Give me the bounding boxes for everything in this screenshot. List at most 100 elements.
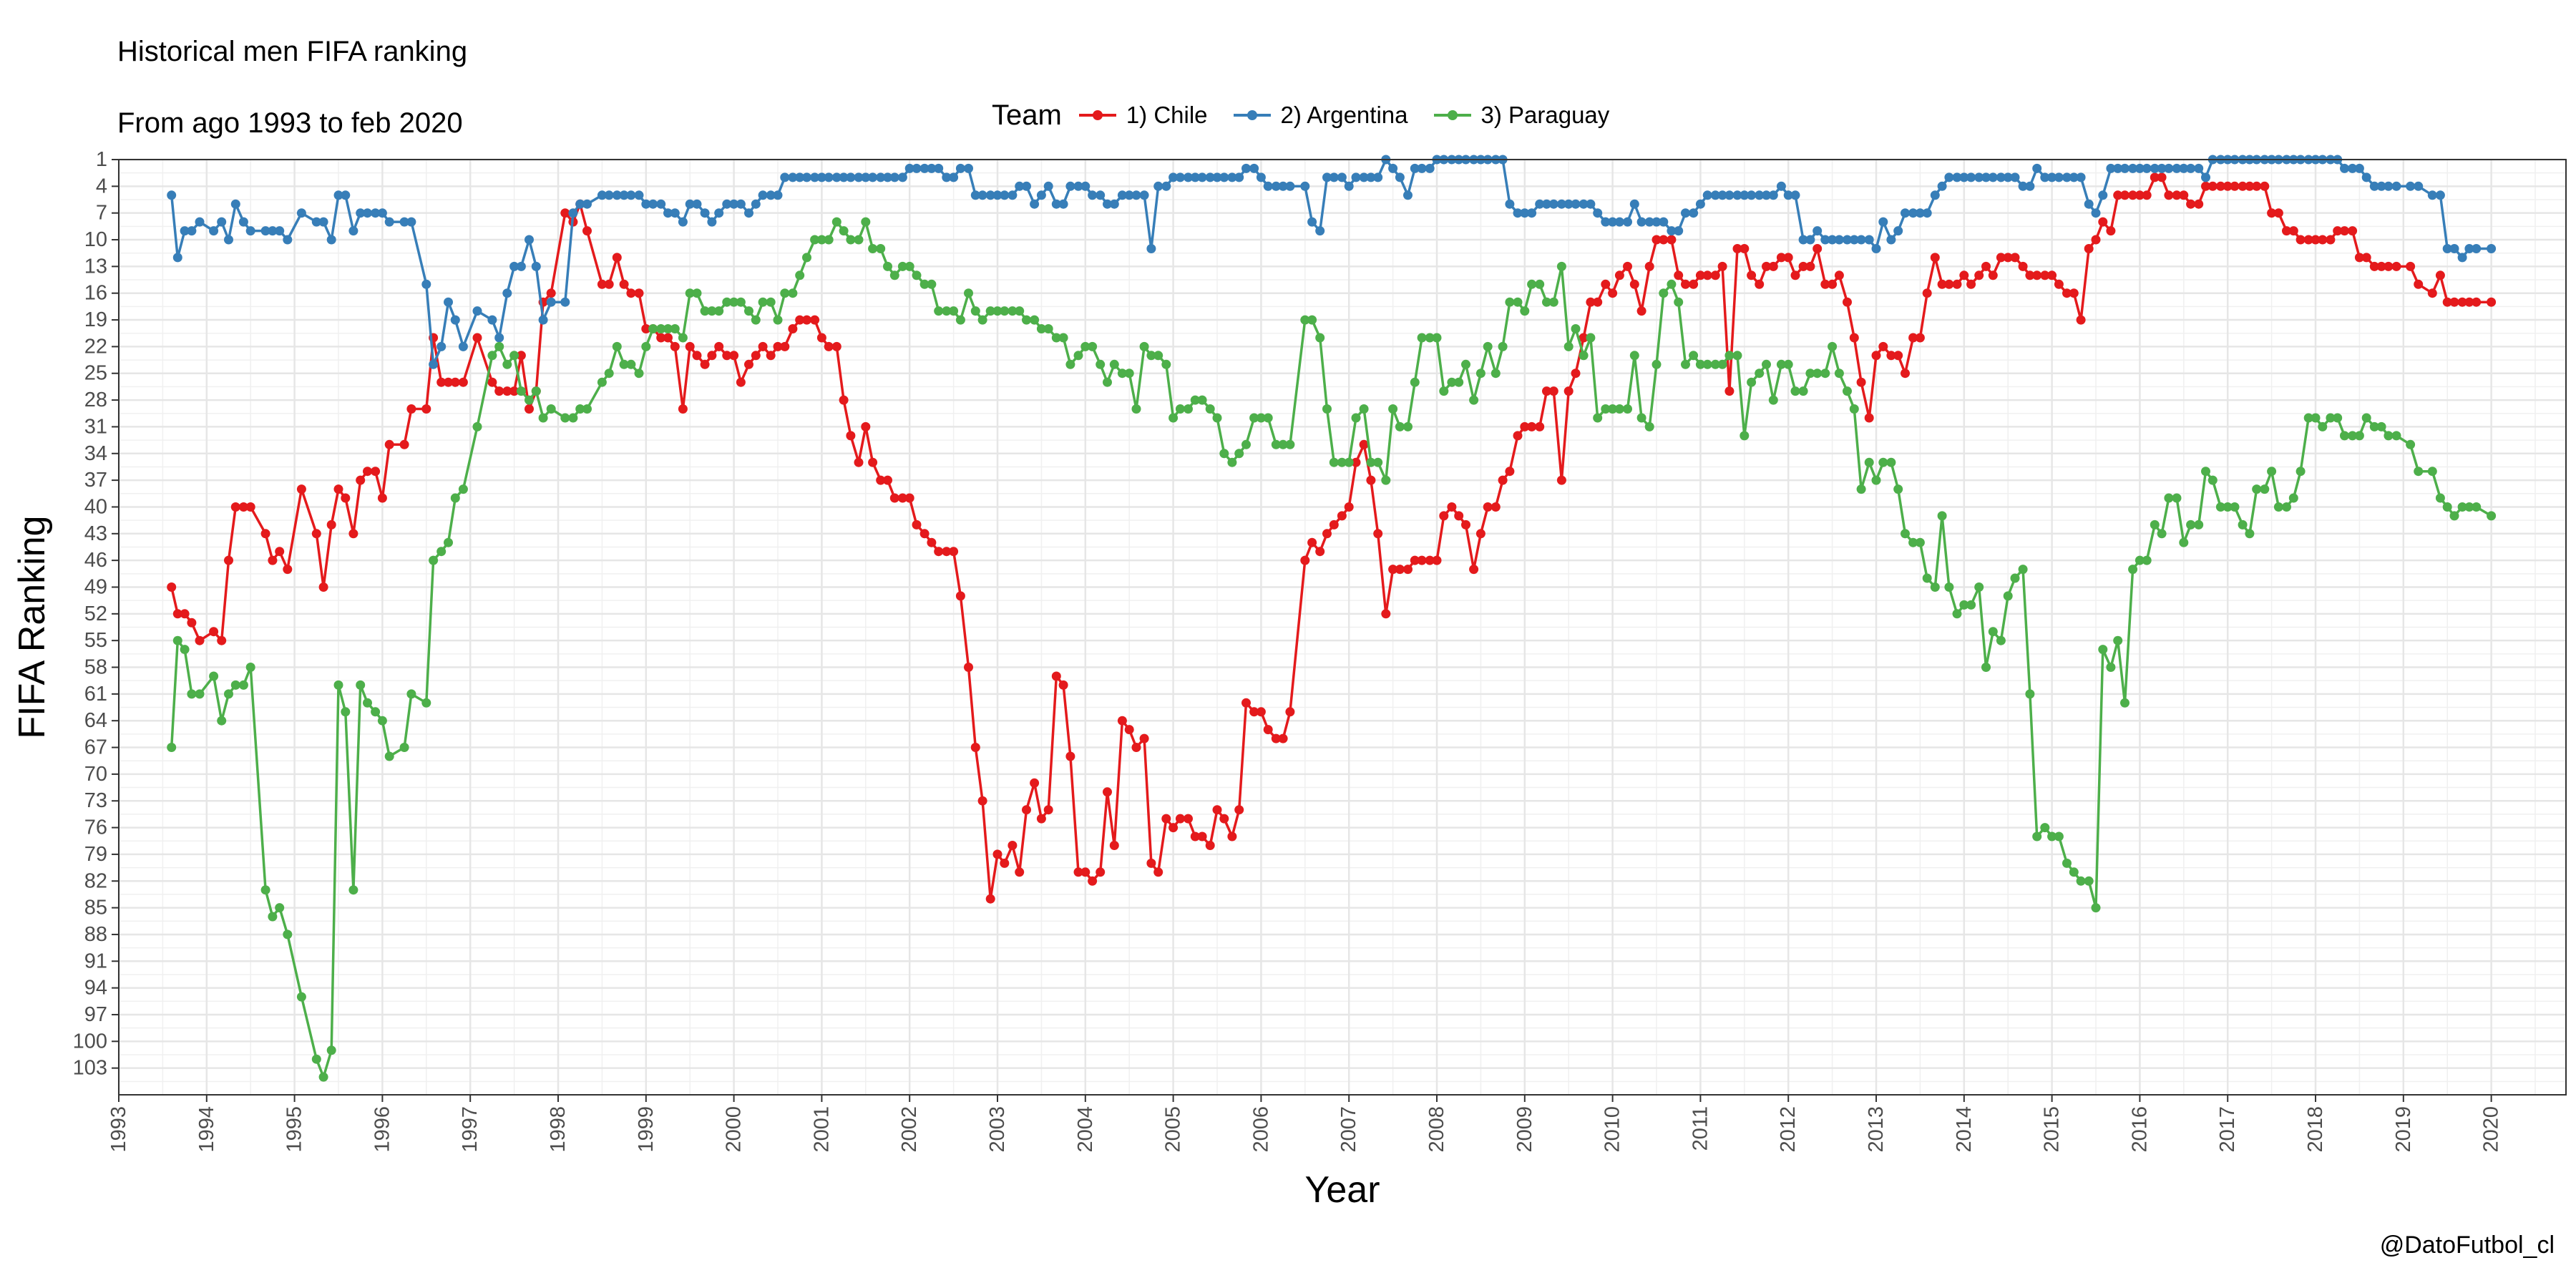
- legend-item-paraguay[interactable]: 3) Paraguay: [1433, 102, 1609, 129]
- y-tick-label: 10: [84, 228, 107, 251]
- data-point: [1249, 707, 1259, 717]
- data-point: [883, 172, 892, 182]
- data-point: [2040, 172, 2050, 182]
- data-point: [1952, 609, 1962, 619]
- data-point: [1131, 743, 1141, 752]
- data-point: [1498, 341, 1508, 351]
- data-point: [1768, 395, 1778, 405]
- data-point: [1513, 208, 1523, 218]
- data-point: [1871, 244, 1881, 253]
- data-point: [568, 413, 578, 423]
- data-point: [348, 529, 358, 539]
- data-point: [1790, 386, 1800, 396]
- data-point: [2018, 181, 2028, 191]
- data-point: [1644, 217, 1654, 227]
- data-point: [2303, 413, 2313, 423]
- chart-caption: @DatoFutbol_cl: [2379, 1231, 2555, 1259]
- data-point: [919, 279, 930, 289]
- data-point: [1337, 457, 1347, 467]
- data-point: [2157, 163, 2167, 173]
- data-point: [1161, 181, 1171, 191]
- data-point: [597, 377, 607, 387]
- data-point: [912, 163, 922, 173]
- data-point: [2296, 467, 2306, 477]
- data-point: [1513, 431, 1523, 441]
- data-point: [1058, 333, 1068, 343]
- data-point: [1271, 733, 1281, 743]
- data-point: [656, 333, 666, 343]
- data-point: [1322, 529, 1332, 539]
- data-point: [2318, 235, 2328, 245]
- y-tick-label: 46: [84, 549, 107, 572]
- data-point: [1659, 217, 1669, 227]
- data-point: [2303, 235, 2313, 245]
- data-point: [1805, 261, 1815, 271]
- data-point: [1579, 351, 1589, 361]
- data-point: [575, 199, 585, 209]
- data-point: [1732, 351, 1742, 361]
- data-point: [2326, 413, 2336, 423]
- data-point: [1329, 519, 1339, 530]
- data-point: [729, 199, 739, 209]
- data-point: [1893, 226, 1903, 236]
- data-point: [1088, 876, 1098, 886]
- data-point: [1988, 172, 1998, 182]
- data-point: [1527, 208, 1537, 218]
- data-point: [502, 288, 512, 298]
- data-point: [1886, 457, 1896, 467]
- data-point: [1878, 341, 1888, 351]
- data-point: [816, 235, 826, 245]
- data-point: [1798, 235, 1808, 245]
- data-point: [1073, 351, 1083, 361]
- y-axis-label: FIFA Ranking: [11, 515, 53, 738]
- data-point: [2348, 163, 2358, 173]
- data-point: [2464, 297, 2474, 307]
- data-point: [736, 297, 746, 307]
- data-point: [1212, 805, 1222, 815]
- data-point: [1608, 404, 1618, 414]
- data-point: [831, 341, 841, 351]
- data-point: [2354, 163, 2364, 173]
- data-point: [2361, 413, 2371, 423]
- data-point: [2472, 244, 2482, 253]
- data-point: [356, 680, 366, 690]
- data-point: [1776, 359, 1786, 369]
- data-point: [1051, 671, 1061, 681]
- data-point: [1747, 270, 1757, 280]
- legend-item-chile[interactable]: 1) Chile: [1078, 102, 1208, 129]
- x-tick-label: 2012: [1777, 1106, 1800, 1153]
- y-tick-label: 34: [84, 442, 107, 465]
- data-point: [1915, 333, 1925, 343]
- data-point: [1043, 181, 1053, 191]
- data-point: [1475, 529, 1485, 539]
- x-tick-label: 2014: [1953, 1106, 1976, 1153]
- data-point: [1695, 199, 1705, 209]
- data-point: [2449, 297, 2459, 307]
- y-tick-label: 97: [84, 1003, 107, 1026]
- data-point: [2414, 279, 2424, 289]
- data-point: [1974, 582, 1984, 592]
- data-point: [1652, 235, 1662, 245]
- data-point: [861, 172, 871, 182]
- data-point: [1908, 208, 1918, 218]
- data-point: [1901, 208, 1910, 218]
- data-point: [2215, 181, 2225, 191]
- data-point: [421, 279, 431, 289]
- data-point: [788, 288, 798, 298]
- data-point: [1527, 279, 1537, 289]
- data-point: [172, 609, 182, 619]
- data-point: [597, 279, 607, 289]
- data-point: [1659, 235, 1669, 245]
- data-point: [831, 217, 841, 227]
- data-point: [209, 226, 219, 236]
- data-point: [525, 404, 534, 414]
- legend-item-argentina[interactable]: 2) Argentina: [1232, 102, 1408, 129]
- data-point: [1175, 172, 1185, 182]
- data-point: [1175, 404, 1185, 414]
- data-point: [230, 680, 240, 690]
- data-point: [311, 1054, 321, 1064]
- data-point: [854, 172, 864, 182]
- data-point: [663, 333, 673, 343]
- y-tick-label: 73: [84, 789, 107, 812]
- data-point: [1065, 181, 1075, 191]
